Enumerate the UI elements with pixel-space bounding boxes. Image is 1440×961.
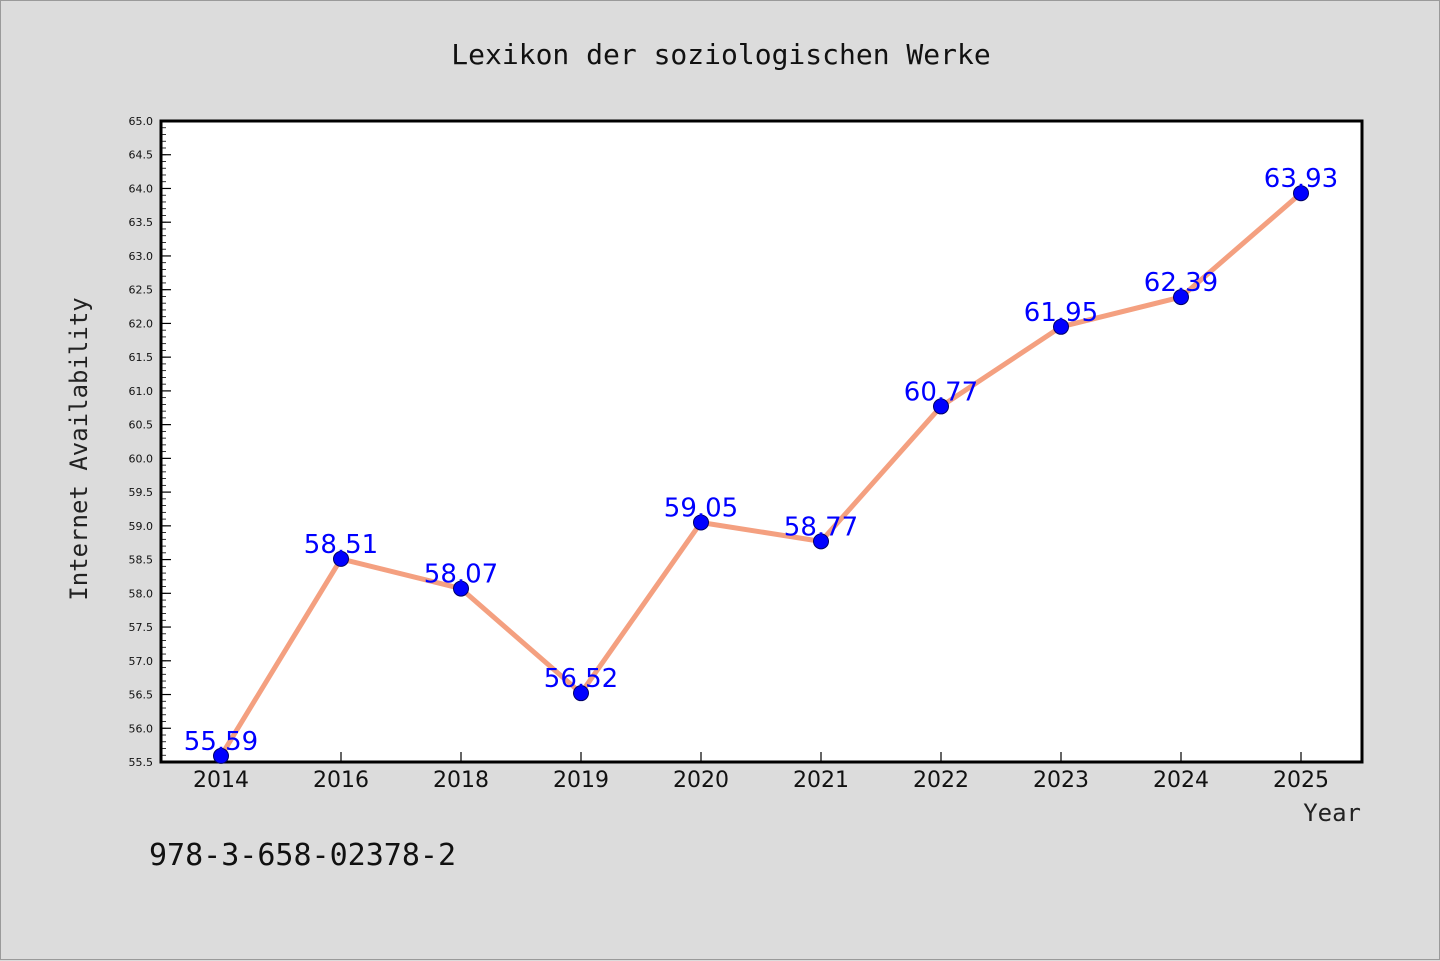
data-point: [693, 514, 709, 531]
data-point: [1173, 289, 1189, 306]
x-tick-label: 2019: [553, 768, 609, 793]
data-labels: 55.59 58.51 58.07 56.52 59.05 58.77 60.77 61.95…: [184, 164, 1338, 757]
data-point: [573, 685, 589, 702]
x-tick-label: 2014: [193, 768, 249, 793]
chart-title: Lexikon der soziologischen Werke: [451, 38, 990, 71]
data-label: 58.51: [304, 530, 378, 560]
data-label: 62.39: [1144, 268, 1218, 298]
data-label: 63.93: [1264, 164, 1338, 194]
y-tick-label: 61.5: [129, 351, 154, 364]
y-tick-label: 62.5: [129, 284, 154, 297]
data-point: [333, 550, 349, 567]
y-tick-label: 57.0: [129, 655, 154, 668]
y-tick-label: 61.0: [129, 385, 154, 398]
data-point: [453, 580, 469, 597]
y-axis-label: Internet Availability: [65, 297, 93, 600]
x-tick-label: 2024: [1153, 768, 1209, 793]
x-tick-label: 2022: [913, 768, 969, 793]
y-tick-label: 58.5: [129, 554, 154, 567]
x-tick-label: 2018: [433, 768, 489, 793]
data-point: [1293, 185, 1309, 202]
data-point: [213, 747, 229, 764]
y-tick-label: 63.5: [129, 216, 154, 229]
y-tick-label: 56.0: [129, 722, 154, 735]
x-tick-label: 2020: [673, 768, 729, 793]
y-tick-label: 60.5: [129, 419, 154, 432]
x-tick-label: 2021: [793, 768, 849, 793]
y-tick-label: 62.0: [129, 317, 154, 330]
y-tick-label: 64.5: [129, 149, 154, 162]
data-label: 61.95: [1024, 298, 1098, 328]
y-tick-label: 57.5: [129, 621, 154, 634]
x-tick-label: 2016: [313, 768, 369, 793]
y-tick-label: 63.0: [129, 250, 154, 263]
y-axis: 55.5 56.0 56.5 57.0 57.5 58.0 58.5 59.0 59.5 60.0…: [129, 115, 171, 769]
data-markers: [213, 185, 1309, 764]
data-point: [1053, 318, 1069, 335]
data-label: 55.59: [184, 727, 258, 757]
y-tick-label: 64.0: [129, 182, 154, 195]
y-tick-label: 58.0: [129, 587, 154, 600]
y-tick-label: 60.0: [129, 452, 154, 465]
y-tick-label: 59.0: [129, 520, 154, 533]
data-label: 59.05: [664, 493, 738, 523]
series-line-group: [218, 191, 1303, 758]
y-tick-label: 65.0: [129, 115, 154, 128]
plot-area: [159, 119, 1364, 764]
y-tick-label: 56.5: [129, 689, 154, 702]
data-label: 58.07: [424, 560, 498, 590]
x-tick-label: 2023: [1033, 768, 1089, 793]
isbn-footer: 978-3-658-02378-2: [149, 838, 456, 873]
y-tick-label: 59.5: [129, 486, 154, 499]
data-label: 60.77: [904, 377, 978, 407]
data-point: [813, 533, 829, 550]
data-label: 56.52: [544, 664, 618, 694]
x-axis: 2014 2016 2018 2019 2020 2021 2022 2023 2024 2025: [193, 752, 1329, 793]
y-tick-label: 55.5: [129, 756, 154, 769]
x-axis-label: Year: [1303, 799, 1361, 827]
series-line: [218, 191, 1303, 758]
data-label: 58.77: [784, 512, 858, 542]
x-tick-label: 2025: [1273, 768, 1329, 793]
data-point: [933, 398, 949, 415]
